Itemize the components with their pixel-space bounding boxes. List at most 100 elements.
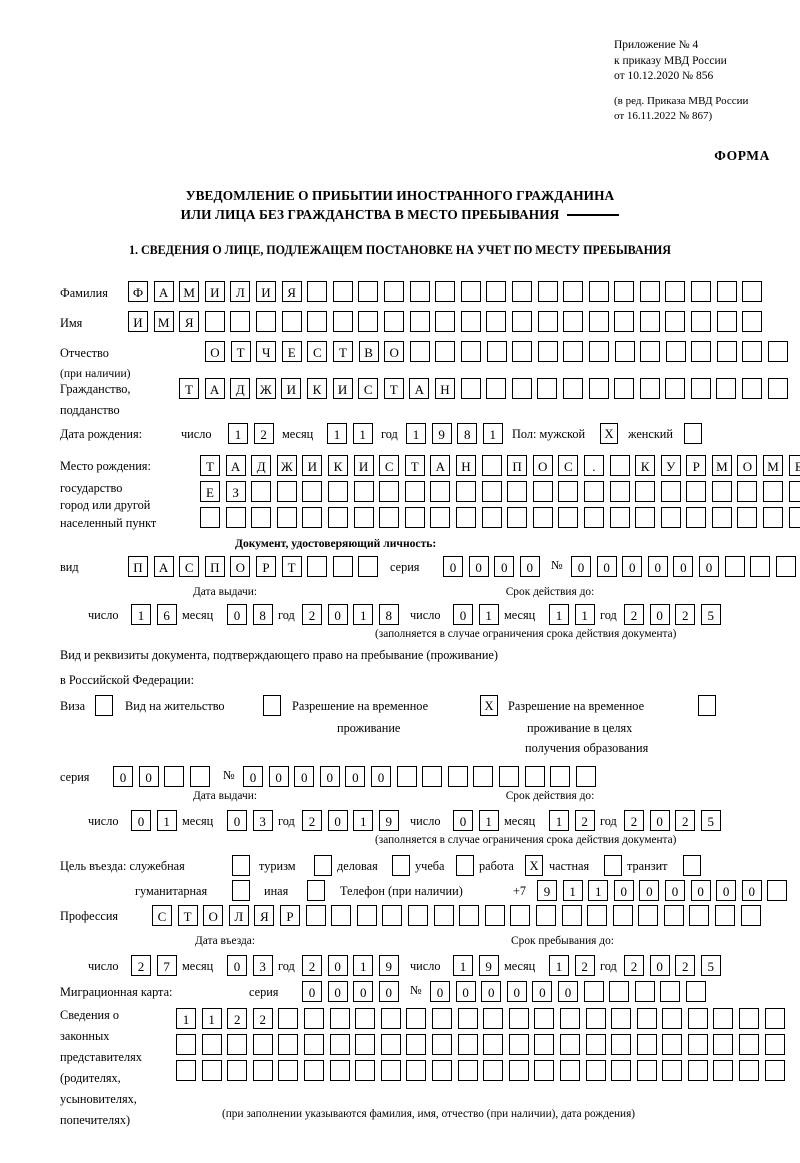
char-cell[interactable]: 0 bbox=[557, 981, 578, 1002]
char-cell[interactable]: 8 bbox=[252, 604, 273, 625]
char-cell[interactable]: 0 bbox=[690, 880, 711, 901]
char-cell[interactable] bbox=[534, 1008, 555, 1029]
char-cell[interactable] bbox=[662, 1060, 683, 1081]
char-cell[interactable]: 2 bbox=[227, 1008, 248, 1029]
char-cell[interactable]: О bbox=[203, 905, 224, 926]
char-cell[interactable] bbox=[457, 1034, 478, 1055]
char-cell[interactable] bbox=[583, 481, 604, 502]
char-cell[interactable]: К bbox=[327, 455, 348, 476]
char-cell[interactable] bbox=[189, 766, 210, 787]
char-cell[interactable] bbox=[563, 311, 584, 332]
char-cell[interactable] bbox=[763, 507, 784, 528]
char-cell[interactable]: 0 bbox=[430, 981, 450, 1002]
char-cell[interactable] bbox=[638, 905, 659, 926]
char-cell[interactable] bbox=[662, 1008, 683, 1029]
char-cell[interactable]: А bbox=[430, 455, 451, 476]
char-cell[interactable] bbox=[788, 507, 800, 528]
char-cell[interactable] bbox=[473, 766, 494, 787]
char-cell[interactable]: О bbox=[532, 455, 553, 476]
char-cell[interactable] bbox=[713, 1034, 734, 1055]
char-cell[interactable] bbox=[636, 1008, 657, 1029]
char-cell[interactable]: 0 bbox=[571, 556, 591, 577]
char-cell[interactable] bbox=[611, 1060, 632, 1081]
char-cell[interactable] bbox=[713, 1060, 734, 1081]
char-cell[interactable] bbox=[609, 981, 630, 1002]
char-cell[interactable] bbox=[332, 281, 353, 302]
char-cell[interactable] bbox=[230, 311, 251, 332]
char-cell[interactable] bbox=[634, 981, 655, 1002]
char-cell[interactable]: 0 bbox=[131, 810, 151, 831]
char-cell[interactable] bbox=[303, 1034, 324, 1055]
char-cell[interactable] bbox=[331, 905, 352, 926]
char-cell[interactable] bbox=[585, 1008, 606, 1029]
char-cell[interactable] bbox=[639, 311, 660, 332]
char-cell[interactable] bbox=[585, 1060, 606, 1081]
char-cell[interactable] bbox=[498, 766, 519, 787]
char-cell[interactable] bbox=[302, 481, 323, 502]
char-cell[interactable] bbox=[558, 507, 579, 528]
char-cell[interactable]: И bbox=[204, 281, 225, 302]
char-cell[interactable] bbox=[358, 281, 379, 302]
char-cell[interactable]: С bbox=[558, 455, 579, 476]
char-cell[interactable] bbox=[486, 311, 507, 332]
char-cell[interactable]: 3 bbox=[252, 955, 273, 976]
char-cell[interactable] bbox=[639, 378, 660, 399]
char-cell[interactable] bbox=[583, 507, 604, 528]
char-cell[interactable] bbox=[278, 1008, 299, 1029]
char-cell[interactable]: 3 bbox=[252, 810, 273, 831]
legal-rep-row-2-cells[interactable] bbox=[176, 1034, 785, 1055]
char-cell[interactable] bbox=[435, 341, 456, 362]
char-cell[interactable]: З bbox=[225, 481, 246, 502]
char-cell[interactable]: Б bbox=[788, 455, 800, 476]
char-cell[interactable]: С bbox=[358, 378, 379, 399]
char-cell[interactable]: 2 bbox=[131, 955, 151, 976]
char-cell[interactable]: О bbox=[737, 455, 758, 476]
char-cell[interactable] bbox=[691, 311, 712, 332]
char-cell[interactable]: Р bbox=[255, 556, 276, 577]
char-cell[interactable]: 2 bbox=[253, 423, 274, 444]
char-cell[interactable]: 9 bbox=[537, 880, 557, 901]
char-cell[interactable] bbox=[614, 281, 635, 302]
char-cell[interactable] bbox=[329, 1060, 350, 1081]
char-cell[interactable]: Я bbox=[281, 281, 302, 302]
char-cell[interactable] bbox=[431, 1060, 452, 1081]
char-cell[interactable]: 0 bbox=[327, 981, 348, 1002]
char-cell[interactable]: 1 bbox=[453, 955, 473, 976]
char-cell[interactable] bbox=[686, 481, 707, 502]
char-cell[interactable] bbox=[588, 341, 609, 362]
char-cell[interactable]: Л bbox=[230, 281, 251, 302]
char-cell[interactable]: С bbox=[307, 341, 328, 362]
char-cell[interactable] bbox=[422, 766, 443, 787]
char-cell[interactable]: 2 bbox=[574, 955, 595, 976]
char-cell[interactable]: С bbox=[152, 905, 172, 926]
char-cell[interactable] bbox=[460, 341, 481, 362]
char-cell[interactable] bbox=[537, 341, 558, 362]
char-cell[interactable] bbox=[764, 1060, 785, 1081]
char-cell[interactable]: С bbox=[179, 556, 200, 577]
char-cell[interactable] bbox=[660, 507, 681, 528]
char-cell[interactable]: О bbox=[205, 341, 225, 362]
char-cell[interactable] bbox=[435, 281, 456, 302]
char-cell[interactable]: К bbox=[306, 378, 327, 399]
char-cell[interactable] bbox=[587, 905, 608, 926]
char-cell[interactable]: 1 bbox=[156, 810, 177, 831]
char-cell[interactable]: 0 bbox=[319, 766, 340, 787]
char-cell[interactable] bbox=[588, 378, 609, 399]
char-cell[interactable] bbox=[407, 905, 428, 926]
char-cell[interactable]: 0 bbox=[716, 880, 737, 901]
char-cell[interactable]: Ч bbox=[256, 341, 277, 362]
char-cell[interactable]: 1 bbox=[353, 604, 374, 625]
char-cell[interactable] bbox=[739, 1060, 760, 1081]
char-cell[interactable]: 5 bbox=[700, 810, 721, 831]
char-cell[interactable] bbox=[404, 507, 425, 528]
char-cell[interactable]: 0 bbox=[622, 556, 643, 577]
